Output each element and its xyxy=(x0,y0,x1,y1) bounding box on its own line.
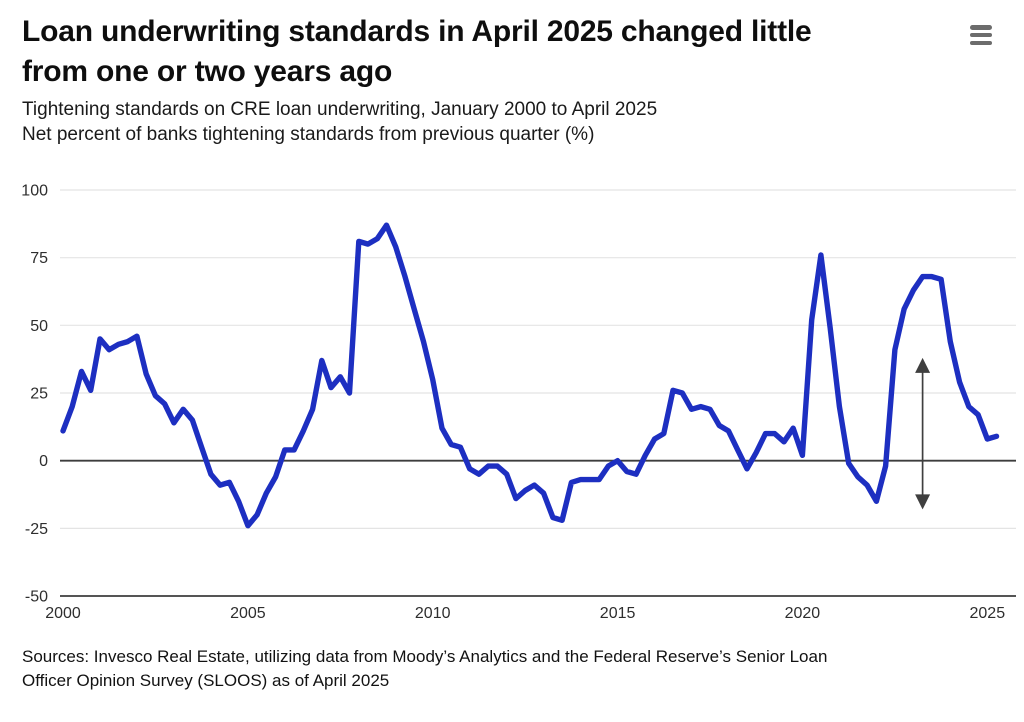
y-tick-label: 25 xyxy=(30,386,48,403)
x-tick-label: 2025 xyxy=(970,605,1006,622)
y-tick-label: 100 xyxy=(21,183,48,200)
x-tick-label: 2005 xyxy=(230,605,266,622)
menu-bar xyxy=(970,25,992,30)
y-tick-label: -25 xyxy=(25,521,48,538)
x-tick-label: 2000 xyxy=(45,605,81,622)
y-tick-label: 0 xyxy=(39,453,48,470)
x-tick-label: 2015 xyxy=(600,605,636,622)
chart-subtitle-line2: Net percent of banks tightening standard… xyxy=(22,124,595,145)
page-title-line2: from one or two years ago xyxy=(22,55,393,88)
line-chart-canvas: 100 75 50 25 0 -25 -50 2000 2005 2010 2015 2020 2025 xyxy=(0,170,1024,640)
source-note: Sources: Invesco Real Estate, utilizing … xyxy=(22,645,1002,692)
hamburger-menu-icon[interactable] xyxy=(970,25,992,45)
source-note-line2: Officer Opinion Survey (SLOOS) as of Apr… xyxy=(22,670,390,690)
page-title: Loan underwriting standards in April 202… xyxy=(22,12,942,92)
y-tick-label: 50 xyxy=(30,318,48,335)
source-note-line1: Sources: Invesco Real Estate, utilizing … xyxy=(22,647,828,666)
page-title-line1: Loan underwriting standards in April 202… xyxy=(22,15,812,48)
menu-bar xyxy=(970,32,992,38)
series-line xyxy=(60,222,1000,529)
x-tick-label: 2020 xyxy=(785,605,821,622)
chart-subtitle: Tightening standards on CRE loan underwr… xyxy=(22,97,942,147)
trend-arrow-head-up xyxy=(915,357,931,373)
y-tick-label: 75 xyxy=(30,250,48,267)
y-tick-label: -50 xyxy=(25,589,48,606)
trend-arrow-head-down xyxy=(915,494,931,510)
menu-bar xyxy=(970,40,992,45)
chart-subtitle-line1: Tightening standards on CRE loan underwr… xyxy=(22,99,658,120)
x-tick-label: 2010 xyxy=(415,605,451,622)
